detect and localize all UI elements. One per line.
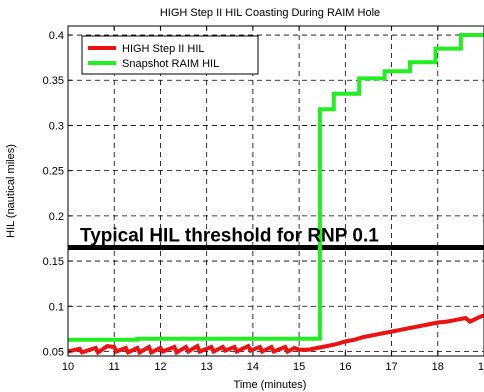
plot-frame: [67, 25, 484, 357]
series-line-high-step-ii: [67, 313, 484, 356]
grid: [68, 26, 484, 356]
x-tick-label: 16: [339, 361, 351, 373]
y-tick-label: 0.05: [43, 346, 64, 358]
x-axis-ticks: 10 11 12 13 14 15 16 17 18 19: [62, 26, 484, 373]
y-tick-label: 0.1: [49, 301, 64, 313]
y-tick-label: 0.15: [43, 256, 64, 268]
y-tick-label: 0.25: [43, 166, 64, 178]
x-axis-label: Time (minutes): [234, 379, 307, 391]
y-tick-label: 0.35: [43, 75, 64, 87]
x-tick-label: 17: [385, 361, 397, 373]
x-tick-label: 19: [478, 361, 484, 373]
x-tick-label: 11: [109, 361, 120, 373]
y-axis-label: HIL (nautical miles): [5, 144, 17, 238]
legend-label-snapshot-raim: Snapshot RAIM HIL: [122, 58, 219, 70]
y-axis-ticks: 0.05 0.1 0.15 0.2 0.25 0.3 0.35 0.4: [43, 30, 72, 358]
x-tick-label: 15: [293, 361, 305, 373]
x-tick-label: 14: [247, 361, 259, 373]
series-line-snapshot-raim: [68, 33, 484, 342]
threshold-annotation: Typical HIL threshold for RNP 0.1: [80, 226, 379, 247]
y-tick-label: 0.3: [49, 120, 64, 132]
y-tick-label: 0.4: [49, 30, 64, 42]
x-tick-label: 18: [432, 361, 444, 373]
x-tick-label: 13: [201, 361, 213, 373]
chart-title: HIGH Step II HIL Coasting During RAIM Ho…: [160, 7, 380, 19]
legend-box: [81, 35, 259, 75]
legend-label-high-step-ii: HIGH Step II HIL: [122, 43, 205, 55]
legend: HIGH Step II HIL Snapshot RAIM HIL: [81, 35, 259, 75]
y-tick-label: 0.2: [49, 211, 64, 223]
series-lines: [67, 33, 484, 356]
x-tick-label: 10: [62, 361, 74, 373]
x-tick-label: 12: [154, 361, 166, 373]
